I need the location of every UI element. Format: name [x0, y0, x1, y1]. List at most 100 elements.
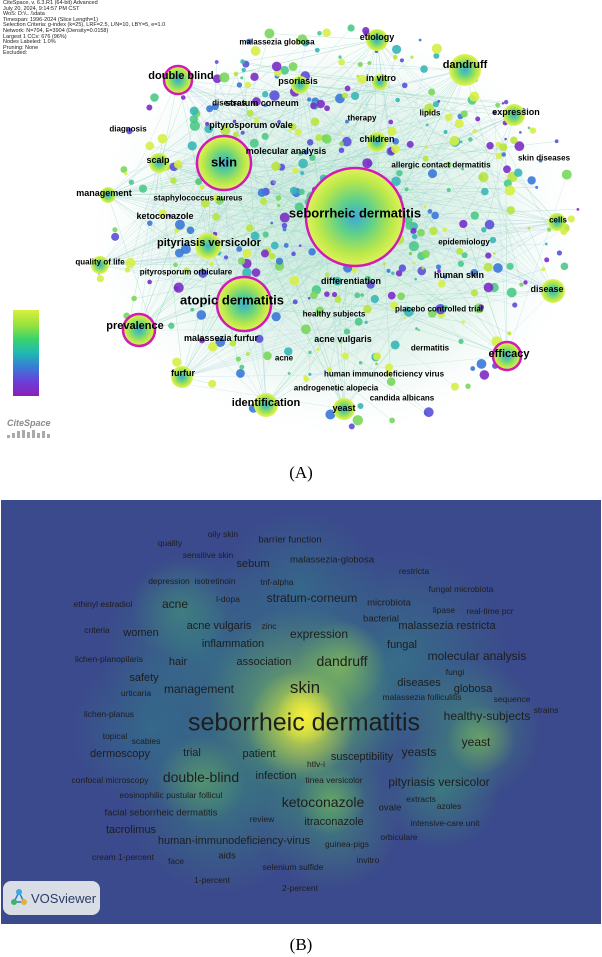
- network-node: [354, 317, 363, 326]
- network-node: [257, 188, 267, 197]
- network-node: [461, 167, 465, 171]
- network-node: [292, 167, 299, 174]
- density-term-label: lipase: [432, 605, 456, 615]
- network-node: [415, 327, 418, 330]
- density-term-label: guinea-pigs: [325, 839, 369, 849]
- network-node: [338, 131, 342, 134]
- keyword-node: [541, 279, 565, 303]
- network-node: [300, 170, 305, 175]
- network-node: [472, 129, 477, 134]
- network-node: [403, 306, 414, 317]
- network-node: [495, 102, 501, 108]
- network-node: [478, 172, 489, 183]
- keyword-label: dandruff: [442, 59, 488, 71]
- network-node: [481, 187, 489, 196]
- network-node: [427, 209, 433, 214]
- network-node: [408, 240, 420, 252]
- network-node: [263, 102, 268, 107]
- network-node: [229, 340, 237, 347]
- network-node: [332, 276, 342, 286]
- density-term-label: scabies: [131, 736, 161, 746]
- network-node: [147, 279, 152, 285]
- network-node: [282, 227, 287, 232]
- keyword-label: etiology: [359, 32, 395, 42]
- density-term-label: pityriasis versicolor: [388, 775, 490, 789]
- network-node: [111, 232, 120, 241]
- vosviewer-density-panel: seborrheic dermatitis skin dandruff double-…: [1, 500, 601, 924]
- keyword-label: dermatitis: [410, 343, 450, 353]
- network-node: [527, 126, 531, 130]
- burst-keyword-node: [491, 340, 523, 372]
- keyword-label: cells: [549, 215, 567, 225]
- keyword-label: pityrosporum orbiculare: [139, 267, 233, 277]
- header-line: Timespan: 1996-2024 (Slice Length=1): [3, 16, 99, 23]
- network-node: [373, 352, 382, 361]
- header-line: Pruning: None: [3, 44, 39, 51]
- network-node: [446, 187, 451, 193]
- network-node: [418, 38, 422, 42]
- keyword-node: [366, 29, 388, 51]
- network-node: [262, 91, 269, 98]
- network-node: [205, 121, 210, 126]
- network-node: [271, 161, 281, 171]
- network-node: [219, 72, 230, 83]
- network-node: [277, 119, 281, 124]
- network-node: [519, 282, 524, 287]
- network-node: [338, 147, 345, 154]
- network-node: [395, 270, 403, 277]
- density-term-label: oily skin: [207, 529, 239, 539]
- header-line: Selection Criteria: g-index (k=25), LRF=…: [3, 22, 166, 29]
- network-node: [428, 169, 438, 179]
- network-node: [303, 149, 309, 155]
- network-node: [212, 213, 221, 221]
- network-node: [208, 342, 218, 352]
- vosviewer-logo: VOSviewer: [3, 881, 100, 915]
- network-node: [470, 211, 479, 220]
- network-node: [125, 257, 136, 269]
- network-node: [461, 320, 465, 324]
- network-node: [279, 212, 290, 223]
- keyword-label: staphylococcus aureus: [153, 193, 243, 203]
- density-term-label: lichen-planopilaris: [74, 654, 144, 664]
- network-node: [268, 252, 276, 260]
- network-node: [344, 85, 351, 92]
- network-node: [287, 372, 291, 375]
- network-node: [390, 301, 399, 310]
- keyword-label: skin diseases: [517, 153, 571, 163]
- network-node: [527, 176, 536, 185]
- network-node: [317, 30, 322, 36]
- density-term-label: tnf-alpha: [260, 577, 294, 587]
- network-node: [274, 261, 284, 271]
- density-term-label: face: [167, 856, 185, 866]
- citespace-network-panel: CiteSpace, v. 6.3.R1 (64-bit) Advanced J…: [0, 0, 602, 458]
- density-term-label: ketoconazole: [281, 794, 365, 810]
- network-node: [514, 168, 523, 177]
- header-line: Network: N=704, E=3904 (Density=0.0158): [3, 27, 109, 34]
- keyword-label: efficacy: [488, 348, 530, 360]
- network-node: [272, 180, 277, 184]
- network-node: [360, 293, 364, 297]
- network-node: [327, 367, 333, 373]
- keyword-label: epidemiology: [438, 237, 490, 247]
- keyword-node: [171, 366, 193, 388]
- density-term-label: l-dopa: [216, 594, 240, 604]
- keyword-node: [449, 54, 481, 86]
- density-term-label: orbiculare: [380, 832, 418, 842]
- network-node: [364, 275, 371, 282]
- network-node: [382, 262, 386, 266]
- citespace-logo: CiteSpace: [7, 418, 51, 428]
- network-node: [561, 169, 572, 180]
- network-node: [392, 137, 399, 145]
- network-node: [443, 130, 448, 135]
- network-node: [174, 219, 185, 230]
- density-hotspot: [101, 550, 301, 750]
- density-hotspot: [221, 510, 381, 670]
- density-term-label: quality: [157, 538, 183, 548]
- network-node: [242, 267, 252, 278]
- network-node: [338, 58, 346, 66]
- network-node: [324, 105, 330, 112]
- header-line: WoS: D:\\...\\data: [3, 11, 45, 18]
- density-term-label: yeasts: [401, 745, 437, 759]
- network-node: [271, 312, 281, 322]
- network-node: [396, 169, 403, 177]
